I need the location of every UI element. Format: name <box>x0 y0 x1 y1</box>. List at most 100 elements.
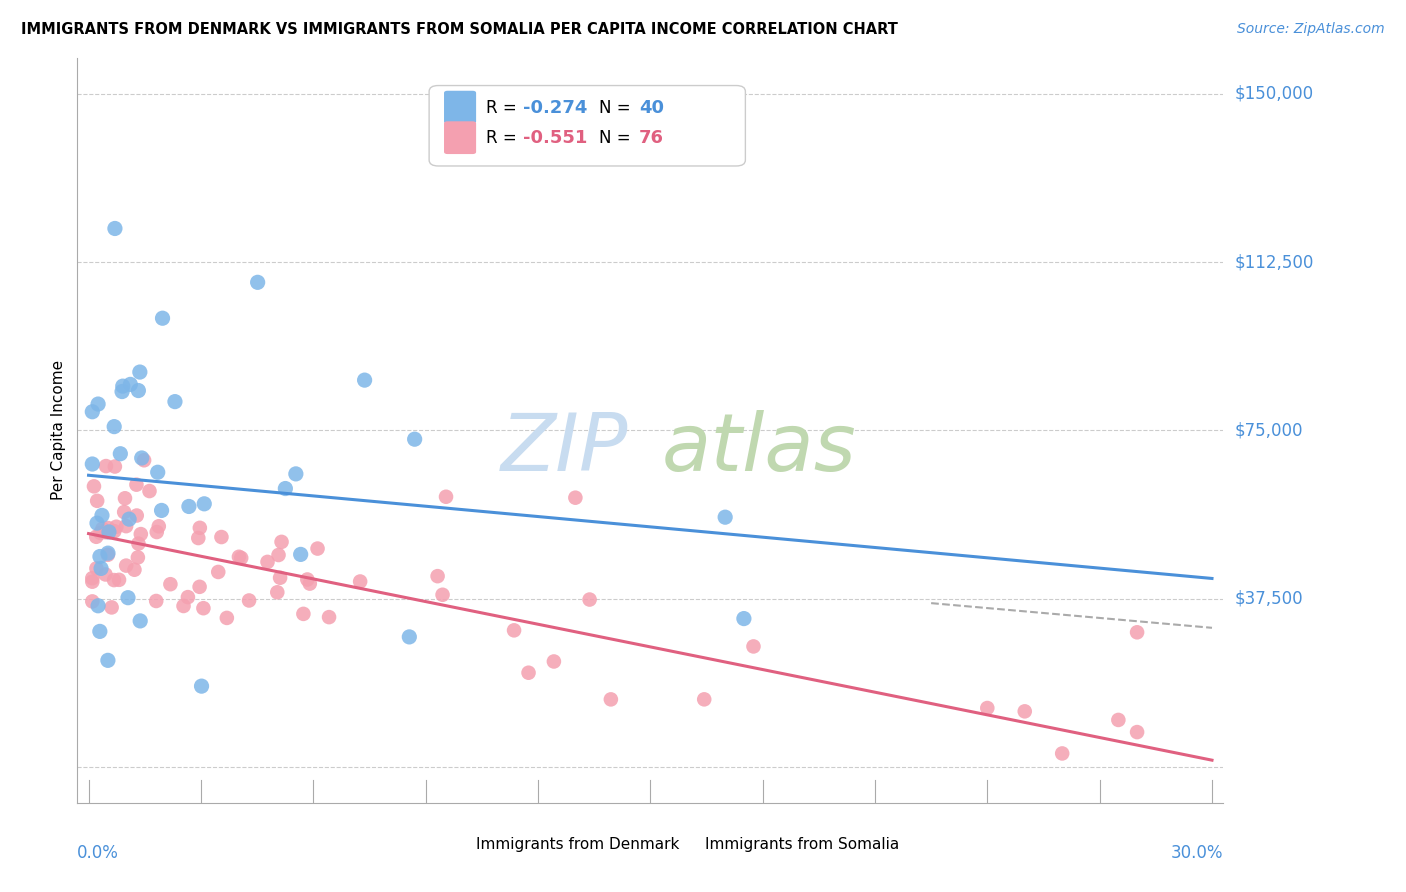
Point <box>127 550 149 565</box>
Point <box>188 521 211 535</box>
Point <box>1107 713 1129 727</box>
Point <box>82 405 104 419</box>
Text: 76: 76 <box>638 129 664 147</box>
Point <box>150 503 173 517</box>
Point <box>138 484 160 499</box>
Point <box>97 524 120 539</box>
Point <box>173 599 195 613</box>
Point <box>125 477 148 491</box>
Point <box>1014 704 1036 718</box>
Point <box>578 592 600 607</box>
Text: IMMIGRANTS FROM DENMARK VS IMMIGRANTS FROM SOMALIA PER CAPITA INCOME CORRELATION: IMMIGRANTS FROM DENMARK VS IMMIGRANTS FR… <box>21 22 898 37</box>
Point <box>188 580 211 594</box>
Point <box>256 555 278 569</box>
FancyBboxPatch shape <box>447 832 472 856</box>
Point <box>132 453 155 467</box>
Text: R =: R = <box>486 99 523 117</box>
Point <box>1126 625 1149 640</box>
Point <box>290 548 312 562</box>
Point <box>543 655 565 669</box>
Point <box>94 459 117 474</box>
Point <box>82 574 104 589</box>
Point <box>426 569 449 583</box>
Point <box>177 500 200 514</box>
Point <box>82 571 104 585</box>
Point <box>91 508 114 523</box>
Point <box>714 510 737 524</box>
Point <box>114 491 136 506</box>
Text: N =: N = <box>599 129 636 147</box>
Point <box>100 600 122 615</box>
Text: $37,500: $37,500 <box>1234 590 1303 607</box>
Point <box>163 394 186 409</box>
Point <box>145 594 167 608</box>
Point <box>86 561 108 575</box>
Text: 0.0%: 0.0% <box>77 844 120 862</box>
Point <box>349 574 371 589</box>
Point <box>97 548 120 562</box>
Point <box>297 573 319 587</box>
Point <box>231 551 253 566</box>
Text: -0.551: -0.551 <box>523 129 588 147</box>
Point <box>148 519 170 533</box>
Point <box>118 512 141 526</box>
Point <box>145 524 167 539</box>
Point <box>353 373 375 387</box>
Text: ZIP: ZIP <box>501 410 628 488</box>
Point <box>111 384 134 399</box>
Point <box>187 531 209 545</box>
Point <box>89 624 111 639</box>
Point <box>83 479 105 493</box>
Text: $150,000: $150,000 <box>1234 85 1313 103</box>
Y-axis label: Per Capita Income: Per Capita Income <box>51 360 66 500</box>
Point <box>564 491 586 505</box>
Point <box>111 379 134 393</box>
Point <box>209 530 232 544</box>
Point <box>129 527 152 541</box>
Point <box>117 591 139 605</box>
Point <box>82 594 104 608</box>
Point <box>207 565 229 579</box>
Point <box>238 593 260 607</box>
Point <box>693 692 716 706</box>
Point <box>177 590 200 604</box>
Point <box>103 573 125 587</box>
Point <box>292 607 315 621</box>
Point <box>94 525 117 540</box>
Point <box>84 530 107 544</box>
FancyBboxPatch shape <box>676 832 702 856</box>
Point <box>215 611 238 625</box>
FancyBboxPatch shape <box>444 91 477 123</box>
Text: 40: 40 <box>638 99 664 117</box>
Point <box>159 577 181 591</box>
FancyBboxPatch shape <box>429 86 745 166</box>
Point <box>91 522 114 536</box>
Point <box>86 493 108 508</box>
Point <box>307 541 329 556</box>
Point <box>103 524 125 538</box>
Point <box>112 505 135 519</box>
Text: R =: R = <box>486 129 523 147</box>
Point <box>87 599 110 613</box>
Point <box>127 536 149 550</box>
Point <box>103 419 125 434</box>
Text: atlas: atlas <box>662 410 856 488</box>
Text: Immigrants from Denmark: Immigrants from Denmark <box>477 837 679 852</box>
Point <box>82 457 104 471</box>
Text: $75,000: $75,000 <box>1234 421 1303 440</box>
Point <box>131 450 153 465</box>
Point <box>89 549 111 564</box>
Point <box>404 432 426 446</box>
Point <box>105 520 128 534</box>
Point <box>127 384 149 398</box>
Point <box>432 588 454 602</box>
Point <box>190 679 212 693</box>
Point <box>104 221 127 235</box>
Point <box>284 467 307 481</box>
Point <box>246 276 269 290</box>
Point <box>152 311 174 326</box>
Point <box>270 534 292 549</box>
Point <box>97 521 120 535</box>
Point <box>89 525 111 540</box>
Point <box>517 665 540 680</box>
